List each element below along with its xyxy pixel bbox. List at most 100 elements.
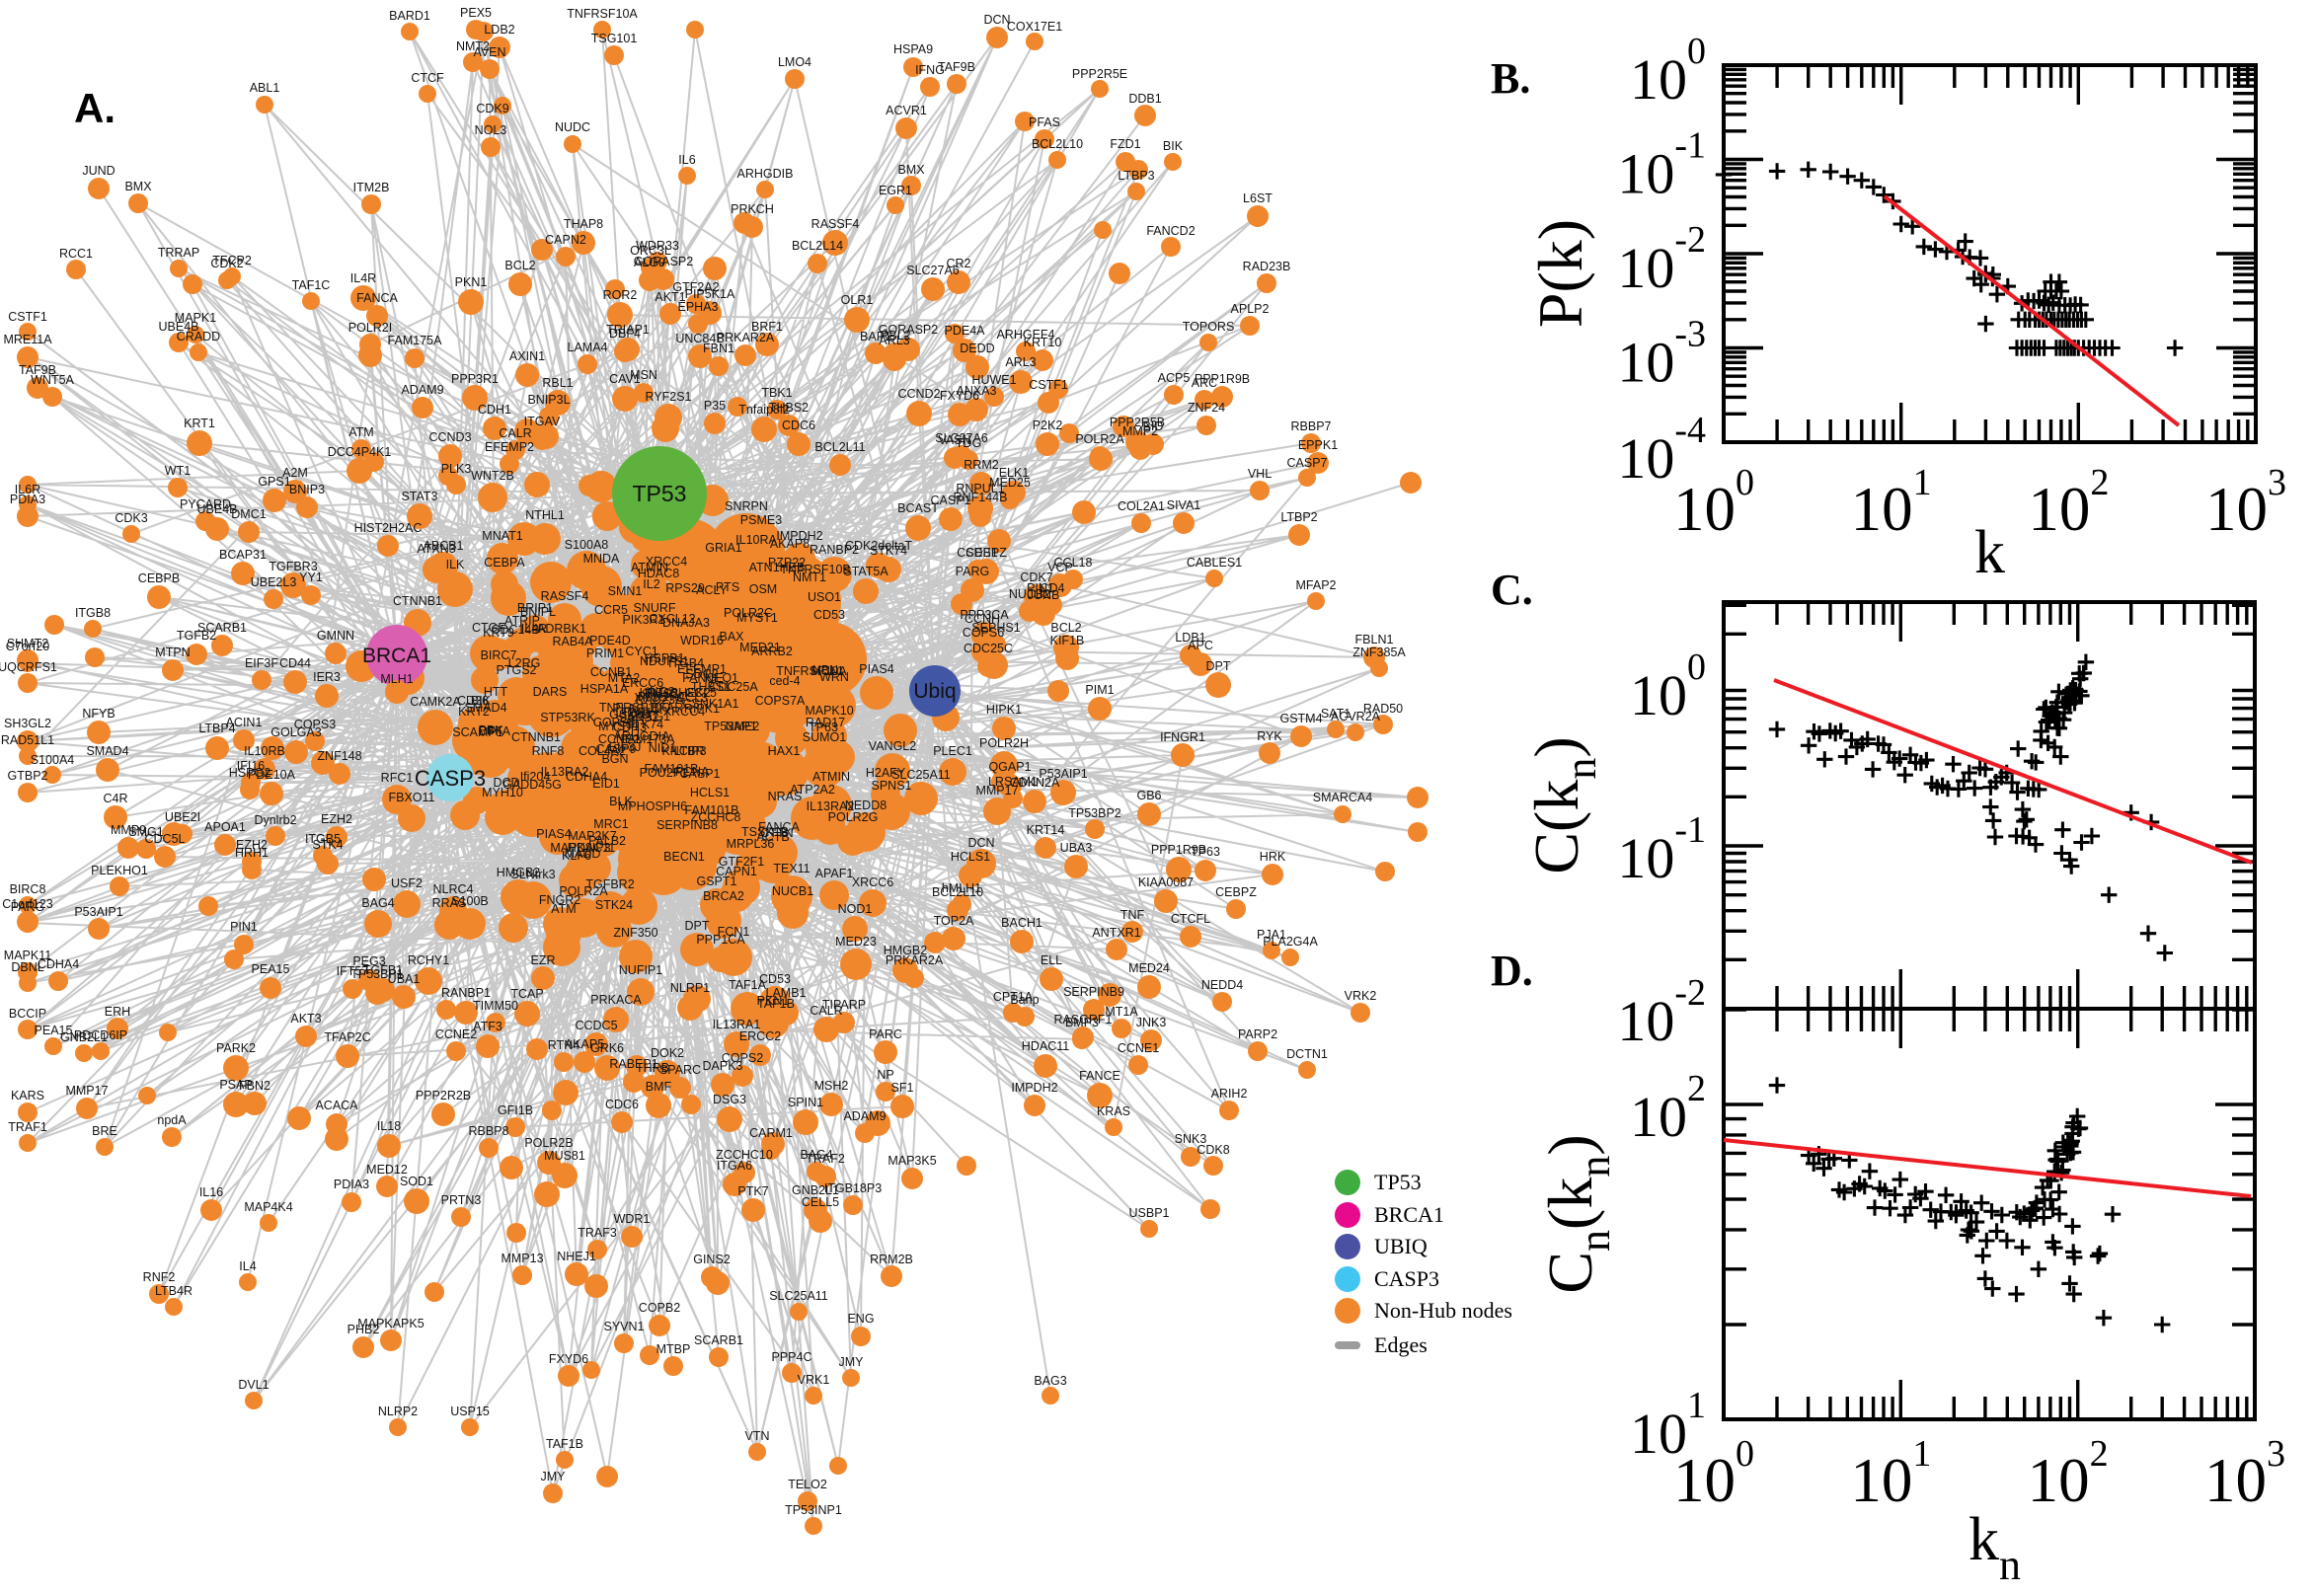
- svg-text:P35: P35: [704, 399, 726, 413]
- svg-text:FANCE: FANCE: [682, 671, 724, 685]
- svg-text:HDAC11: HDAC11: [568, 841, 615, 855]
- svg-text:KIAA0087: KIAA0087: [1138, 875, 1194, 889]
- svg-text:LDB1: LDB1: [1175, 631, 1205, 645]
- svg-text:TNFRSF10B: TNFRSF10B: [780, 563, 851, 576]
- svg-text:BCAST: BCAST: [897, 501, 939, 515]
- svg-text:CASP7: CASP7: [1287, 456, 1328, 470]
- svg-text:NME2: NME2: [726, 720, 760, 733]
- svg-text:ILK: ILK: [446, 558, 465, 571]
- svg-text:CCNB1: CCNB1: [590, 665, 632, 679]
- svg-text:TP53: TP53: [1374, 1170, 1422, 1194]
- svg-text:UBE2L3: UBE2L3: [251, 575, 297, 589]
- svg-text:ACIN1: ACIN1: [226, 716, 263, 729]
- svg-text:D.: D.: [1491, 947, 1533, 995]
- svg-text:HAX1: HAX1: [768, 744, 801, 758]
- svg-text:PIN1: PIN1: [230, 920, 258, 934]
- svg-text:APLP2: APLP2: [1231, 302, 1270, 316]
- svg-text:POLR2G: POLR2G: [828, 810, 879, 824]
- svg-text:CD44: CD44: [279, 656, 311, 670]
- svg-text:TGFBR2: TGFBR2: [585, 877, 634, 891]
- svg-text:PDIA3: PDIA3: [334, 1178, 369, 1191]
- svg-text:CDC25A: CDC25A: [709, 680, 758, 694]
- svg-text:BCL2: BCL2: [1050, 621, 1081, 635]
- svg-text:PPP3R1: PPP3R1: [451, 372, 499, 386]
- svg-text:PTS: PTS: [716, 580, 739, 594]
- svg-text:BMX: BMX: [124, 180, 152, 193]
- svg-text:MAP3K5: MAP3K5: [888, 1154, 936, 1168]
- svg-text:SLC25A11: SLC25A11: [769, 1289, 828, 1303]
- svg-text:CDHA4: CDHA4: [38, 957, 79, 971]
- svg-text:DSG3: DSG3: [713, 1093, 746, 1106]
- svg-text:BMF: BMF: [646, 1080, 672, 1094]
- svg-text:MPHOSPH6: MPHOSPH6: [618, 799, 687, 813]
- svg-text:RTN4: RTN4: [548, 1038, 579, 1052]
- svg-text:BCL2L11: BCL2L11: [814, 440, 865, 454]
- svg-text:PEA15: PEA15: [252, 962, 290, 976]
- svg-text:JMY: JMY: [541, 1470, 567, 1483]
- svg-text:MAP4K4: MAP4K4: [244, 1200, 292, 1214]
- svg-text:ITGB4: ITGB4: [668, 656, 704, 670]
- svg-text:WNT5A: WNT5A: [31, 373, 74, 387]
- svg-text:POLR2H: POLR2H: [979, 736, 1029, 750]
- svg-text:TNFRSF10A: TNFRSF10A: [776, 664, 847, 678]
- svg-text:BCL2: BCL2: [504, 259, 535, 272]
- svg-text:ATP2A2: ATP2A2: [790, 783, 835, 797]
- svg-text:DPT: DPT: [1206, 659, 1231, 673]
- svg-text:ATMIN: ATMIN: [631, 561, 668, 574]
- svg-text:NFYB: NFYB: [82, 707, 115, 721]
- svg-text:USF2: USF2: [391, 876, 423, 890]
- svg-text:TRIAP1: TRIAP1: [606, 323, 650, 337]
- svg-text:KNCIP3: KNCIP3: [661, 744, 706, 758]
- svg-text:MUS81: MUS81: [544, 1149, 585, 1163]
- svg-text:ERCC6: ERCC6: [622, 676, 663, 690]
- svg-text:CDC25C: CDC25C: [964, 642, 1013, 655]
- svg-text:MYST1: MYST1: [736, 611, 778, 625]
- svg-text:SMAD4: SMAD4: [86, 744, 128, 758]
- svg-text:GSPT1: GSPT1: [697, 874, 737, 888]
- svg-text:IL10RB: IL10RB: [244, 744, 285, 758]
- svg-text:ITGAV: ITGAV: [524, 415, 561, 428]
- svg-text:Ubiq: Ubiq: [913, 680, 956, 703]
- svg-text:KRT2: KRT2: [458, 705, 490, 719]
- svg-text:UBE4B: UBE4B: [159, 320, 199, 334]
- svg-text:CCNH: CCNH: [965, 612, 1000, 626]
- svg-text:TP63: TP63: [809, 721, 838, 734]
- svg-text:GMNN: GMNN: [317, 629, 354, 643]
- svg-text:SERPINB8: SERPINB8: [656, 818, 718, 832]
- svg-text:RRM2: RRM2: [964, 458, 998, 472]
- svg-text:PPP1CA: PPP1CA: [696, 933, 745, 947]
- svg-text:MNDA: MNDA: [583, 552, 620, 566]
- svg-text:KLF6: KLF6: [562, 849, 591, 863]
- svg-text:RANBP2: RANBP2: [810, 543, 859, 557]
- svg-text:DDB1: DDB1: [1128, 92, 1161, 106]
- svg-text:XRCC6: XRCC6: [852, 875, 893, 889]
- svg-text:ATXN3: ATXN3: [417, 542, 455, 556]
- svg-text:CASP3: CASP3: [1374, 1266, 1439, 1291]
- svg-text:UNC84B: UNC84B: [675, 332, 724, 345]
- svg-text:IFI16: IFI16: [237, 759, 266, 773]
- svg-text:CD4: CD4: [1040, 581, 1064, 595]
- svg-text:ROR2: ROR2: [603, 288, 638, 302]
- svg-text:MSN: MSN: [630, 368, 657, 382]
- svg-text:CDK3: CDK3: [115, 511, 147, 525]
- svg-text:ATRIP: ATRIP: [504, 614, 540, 628]
- svg-text:TGFBR3: TGFBR3: [269, 560, 317, 573]
- svg-text:IFT57: IFT57: [337, 964, 369, 978]
- svg-text:ADAM9: ADAM9: [843, 1109, 886, 1123]
- svg-text:LTBP1: LTBP1: [615, 706, 652, 720]
- svg-text:IL10RA: IL10RA: [735, 533, 777, 547]
- svg-text:BCAP31: BCAP31: [219, 548, 267, 562]
- svg-text:TP63: TP63: [1191, 845, 1220, 859]
- svg-text:ZNF24: ZNF24: [1188, 401, 1225, 415]
- svg-text:DCN: DCN: [983, 13, 1010, 27]
- svg-text:AKT3: AKT3: [290, 1012, 321, 1026]
- svg-text:ZNF350: ZNF350: [613, 926, 657, 940]
- svg-text:FZD1: FZD1: [1110, 137, 1140, 151]
- svg-text:FXYD6: FXYD6: [940, 389, 979, 403]
- svg-text:ARL3: ARL3: [879, 334, 909, 347]
- svg-text:NLRC4: NLRC4: [433, 882, 474, 896]
- svg-text:CEBPB: CEBPB: [138, 571, 180, 585]
- svg-text:CXCL12: CXCL12: [649, 612, 695, 626]
- svg-text:POLR2B: POLR2B: [524, 1136, 573, 1150]
- svg-text:PTGS2: PTGS2: [497, 663, 537, 677]
